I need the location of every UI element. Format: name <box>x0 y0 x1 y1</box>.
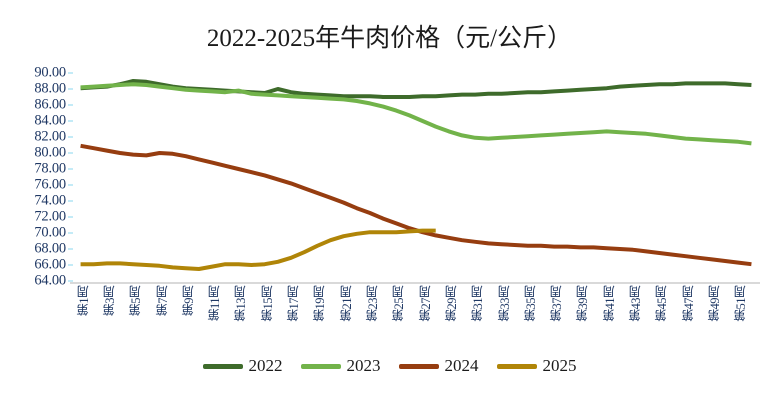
y-axis-tick-label: 86.00 <box>34 96 66 113</box>
y-axis-tick-label: 90.00 <box>34 64 66 81</box>
legend-item-2024[interactable]: 2024 <box>398 356 479 376</box>
y-axis-tick-mark <box>68 264 73 266</box>
y-axis-tick-mark <box>68 184 73 186</box>
legend-label: 2025 <box>542 356 577 375</box>
y-axis-tick-label: 74.00 <box>34 192 66 209</box>
y-axis-tick-label: 82.00 <box>34 128 66 145</box>
chart-title: 2022-2025年牛肉价格（元/公斤） <box>206 25 573 52</box>
y-axis-tick-label: 66.00 <box>34 256 66 273</box>
y-axis-tick-mark <box>68 232 73 234</box>
series-line-2023 <box>80 82 752 146</box>
series-line-2025 <box>80 228 436 271</box>
y-axis-tick-label: 78.00 <box>34 160 66 177</box>
y-axis-tick-label: 68.00 <box>34 240 66 257</box>
legend-label: 2022 <box>248 356 283 375</box>
y-axis-tick-label: 80.00 <box>34 144 66 161</box>
legend-label: 2023 <box>346 356 381 375</box>
y-axis-tick-mark <box>68 88 73 90</box>
y-axis-tick-mark <box>68 200 73 202</box>
legend-swatch-icon <box>202 363 243 369</box>
legend-item-2023[interactable]: 2023 <box>300 356 381 376</box>
y-axis-tick-label: 70.00 <box>34 224 66 241</box>
y-axis-tick-label: 76.00 <box>34 176 66 193</box>
y-axis-tick-mark <box>68 152 73 154</box>
y-axis-tick-mark <box>68 120 73 122</box>
legend-swatch-icon <box>300 363 341 369</box>
y-axis-tick-label: 64.00 <box>34 272 66 289</box>
x-axis-tick-label: 第51周 <box>734 286 749 322</box>
y-axis-tick-mark <box>68 216 73 218</box>
legend-item-2022[interactable]: 2022 <box>202 356 283 376</box>
y-axis-tick-label: 88.00 <box>34 80 66 97</box>
series-line-2024 <box>80 143 752 267</box>
plot-area <box>74 73 758 281</box>
y-axis-tick-mark <box>68 168 73 170</box>
legend-swatch-icon <box>398 363 439 369</box>
legend-item-2025[interactable]: 2025 <box>496 356 577 376</box>
x-axis-line <box>70 282 760 284</box>
y-axis-tick-mark <box>68 104 73 106</box>
y-axis-tick-mark <box>68 248 73 250</box>
y-axis-tick-label: 84.00 <box>34 112 66 129</box>
y-axis-tick-label: 72.00 <box>34 208 66 225</box>
legend-label: 2024 <box>444 356 479 375</box>
y-axis-tick-mark <box>68 136 73 138</box>
series-lines <box>80 79 752 271</box>
y-axis-tick-mark <box>68 72 73 74</box>
y-axis-tick-mark <box>68 280 73 282</box>
y-axis: 90.00 88.00 86.00 84.00 82.00 80.00 78.00 76.00… <box>0 63 73 291</box>
chart-legend: 2022 2023 2024 2025 <box>0 356 779 376</box>
legend-swatch-icon <box>496 363 537 369</box>
x-axis-labels: 第1周 第3周 第5周 第7周 第9周 第11周 第13周 第15周 第17周 第19周 第21周第… <box>74 286 764 322</box>
